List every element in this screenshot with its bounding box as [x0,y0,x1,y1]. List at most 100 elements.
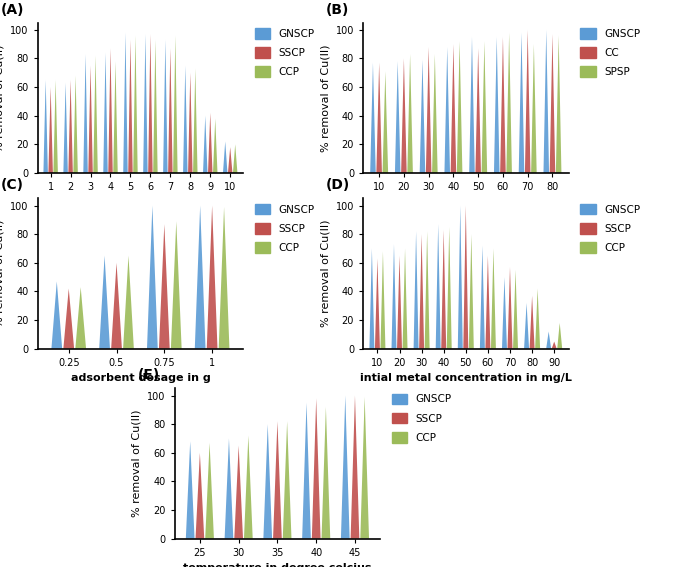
Polygon shape [183,66,188,173]
Polygon shape [193,69,197,173]
Text: (D): (D) [326,179,350,192]
Polygon shape [531,44,536,173]
X-axis label: pH: pH [132,197,149,208]
Polygon shape [168,48,173,173]
Polygon shape [84,54,88,173]
Polygon shape [153,40,158,173]
X-axis label: adsorbent dosage in g: adsorbent dosage in g [71,373,210,383]
Polygon shape [557,323,562,349]
Polygon shape [108,48,113,173]
Polygon shape [524,303,529,349]
Polygon shape [447,227,451,349]
Polygon shape [502,277,507,349]
Polygon shape [312,399,321,539]
Polygon shape [195,453,204,539]
Polygon shape [351,396,360,539]
Text: (B): (B) [326,3,349,16]
Polygon shape [370,63,376,173]
Polygon shape [369,248,375,349]
Polygon shape [223,141,227,173]
Polygon shape [143,34,148,173]
Polygon shape [451,44,456,173]
Polygon shape [551,341,557,349]
Polygon shape [543,30,549,173]
Polygon shape [233,145,238,173]
Polygon shape [376,63,382,173]
Polygon shape [469,37,475,173]
Polygon shape [508,267,512,349]
Polygon shape [458,206,463,349]
Polygon shape [213,119,218,173]
Polygon shape [234,446,243,539]
Polygon shape [148,34,153,173]
Polygon shape [128,40,133,173]
Polygon shape [68,80,73,173]
Polygon shape [113,61,118,173]
Polygon shape [436,224,440,349]
Polygon shape [225,438,234,539]
Legend: GNSCP, SSCP, CCP: GNSCP, SSCP, CCP [255,204,314,253]
Polygon shape [186,441,195,539]
Polygon shape [63,83,68,173]
Polygon shape [546,332,551,349]
Polygon shape [206,443,214,539]
Polygon shape [43,80,48,173]
Polygon shape [163,40,168,173]
Legend: GNSCP, SSCP, CCP: GNSCP, SSCP, CCP [580,204,640,253]
Polygon shape [414,231,419,349]
Polygon shape [219,207,229,349]
Polygon shape [111,263,122,349]
Polygon shape [425,231,429,349]
Polygon shape [463,206,469,349]
Polygon shape [519,33,524,173]
Polygon shape [401,58,407,173]
Legend: GNSCP, SSCP, CCP: GNSCP, SSCP, CCP [392,393,451,443]
Text: (A): (A) [1,3,24,16]
Polygon shape [159,224,170,349]
Polygon shape [506,33,512,173]
Legend: GNSCP, CC, SPSP: GNSCP, CC, SPSP [580,28,640,77]
Polygon shape [283,421,292,539]
Polygon shape [403,248,408,349]
Polygon shape [382,71,388,173]
Polygon shape [525,30,530,173]
Polygon shape [480,246,485,349]
Polygon shape [51,281,62,349]
Polygon shape [203,116,208,173]
Polygon shape [419,234,424,349]
Polygon shape [535,289,540,349]
Polygon shape [469,234,474,349]
Polygon shape [208,113,212,173]
Polygon shape [475,48,481,173]
Polygon shape [75,287,86,349]
Polygon shape [123,256,134,349]
Polygon shape [426,47,432,173]
Polygon shape [93,56,98,173]
X-axis label: intial metal concentration in mg/L: intial metal concentration in mg/L [360,373,572,383]
Polygon shape [380,251,386,349]
X-axis label: temperature in degree celcius: temperature in degree celcius [183,563,372,567]
Polygon shape [173,36,177,173]
Polygon shape [99,256,110,349]
Y-axis label: % removal of Cu(II): % removal of Cu(II) [320,220,330,327]
Polygon shape [53,80,58,173]
Polygon shape [207,206,217,349]
Text: (E): (E) [138,369,160,382]
Polygon shape [188,73,192,173]
Polygon shape [49,87,53,173]
Polygon shape [494,37,499,173]
Polygon shape [302,403,311,539]
Polygon shape [556,36,562,173]
Polygon shape [133,36,138,173]
Polygon shape [147,206,158,349]
Polygon shape [395,61,401,173]
Polygon shape [432,54,438,173]
X-axis label: time in minutes: time in minutes [417,197,514,208]
Polygon shape [375,259,380,349]
Polygon shape [420,60,425,173]
Polygon shape [123,33,127,173]
Y-axis label: % removal of Cu(II): % removal of Cu(II) [132,410,142,517]
Polygon shape [441,230,446,349]
Polygon shape [491,248,496,349]
Y-axis label: % removal of Cu(II): % removal of Cu(II) [320,44,330,151]
